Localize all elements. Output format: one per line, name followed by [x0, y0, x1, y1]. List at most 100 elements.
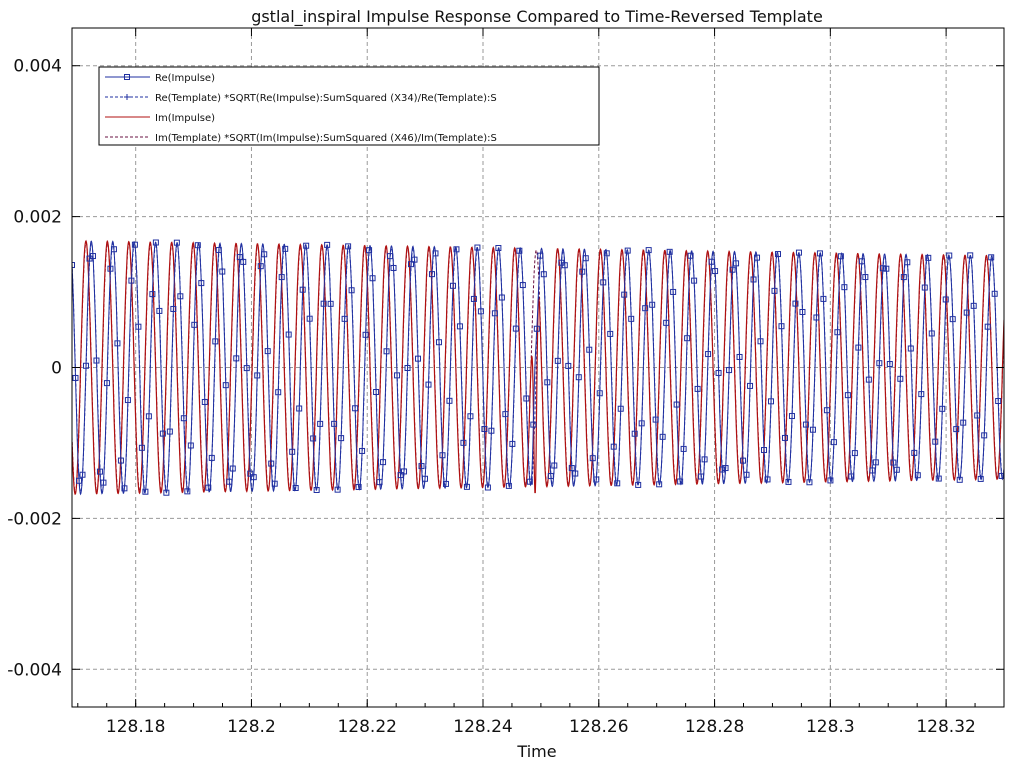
re-impulse-marker — [708, 258, 715, 265]
re-impulse-marker — [610, 443, 617, 450]
re-impulse-marker — [823, 407, 830, 414]
legend-label-3: Im(Template) *SQRT(Im(Impulse):SumSquare… — [155, 133, 497, 144]
legend-label-0: Re(Impulse) — [155, 73, 215, 84]
re-impulse-marker — [275, 389, 282, 396]
re-impulse-marker — [977, 475, 984, 482]
series-layer — [72, 239, 1004, 496]
re-impulse-marker — [631, 430, 638, 437]
re-impulse-marker — [813, 314, 820, 321]
re-impulse-marker — [338, 435, 345, 442]
re-impulse-marker — [502, 411, 509, 418]
re-impulse-marker — [215, 247, 222, 254]
re-impulse-marker — [628, 315, 635, 322]
re-impulse-marker — [970, 302, 977, 309]
re-impulse-marker — [72, 262, 75, 269]
re-impulse-marker — [743, 471, 750, 478]
re-impulse-marker — [834, 329, 841, 336]
re-impulse-marker — [411, 256, 418, 263]
series-re-impulse-line — [72, 240, 1004, 496]
re-impulse-marker — [967, 252, 974, 259]
re-impulse-marker — [72, 374, 79, 381]
re-impulse-marker — [320, 300, 327, 307]
re-impulse-marker — [222, 382, 229, 389]
re-impulse-marker — [505, 482, 512, 489]
re-impulse-marker — [904, 259, 911, 266]
chart-title: gstlal_inspiral Impulse Response Compare… — [251, 7, 823, 27]
re-impulse-marker — [946, 252, 953, 259]
re-impulse-marker — [208, 454, 215, 461]
re-impulse-marker — [663, 319, 670, 326]
re-impulse-marker — [415, 355, 422, 362]
re-impulse-marker — [837, 253, 844, 260]
x-axis-label: Time — [516, 742, 556, 761]
re-impulse-marker — [226, 478, 233, 485]
re-impulse-marker — [107, 265, 114, 272]
re-impulse-marker — [257, 263, 264, 270]
re-impulse-marker — [519, 282, 526, 289]
re-impulse-marker — [809, 426, 816, 433]
re-impulse-marker — [327, 300, 334, 307]
re-impulse-marker — [156, 307, 163, 314]
re-impulse-marker — [128, 277, 135, 284]
re-impulse-marker — [369, 275, 376, 282]
re-impulse-marker — [649, 301, 656, 308]
re-impulse-marker — [621, 291, 628, 298]
re-impulse-marker — [544, 379, 551, 386]
re-impulse-marker — [317, 420, 324, 427]
re-impulse-marker — [596, 390, 603, 397]
re-impulse-marker — [366, 247, 373, 254]
re-impulse-marker — [561, 262, 568, 269]
re-impulse-marker — [446, 397, 453, 404]
re-impulse-marker — [177, 293, 184, 300]
re-impulse-marker — [247, 470, 254, 477]
y-tick-label: 0.004 — [13, 57, 62, 77]
re-impulse-marker — [526, 478, 533, 485]
re-impulse-marker — [236, 254, 243, 261]
re-impulse-marker — [726, 367, 733, 374]
re-impulse-marker — [862, 274, 869, 281]
re-impulse-marker — [474, 244, 481, 251]
tick-layer: 128.18 128.2 128.22 128.24 128.26 128.28 128.3… — [7, 28, 1005, 737]
re-impulse-marker — [498, 294, 505, 301]
re-impulse-marker — [886, 360, 893, 367]
re-impulse-marker — [781, 434, 788, 441]
re-impulse-marker — [484, 484, 491, 491]
re-impulse-marker — [362, 331, 369, 338]
re-impulse-marker — [467, 413, 474, 420]
re-impulse-marker — [170, 305, 177, 312]
re-impulse-marker — [310, 435, 317, 442]
legend-label-2: Im(Impulse) — [155, 113, 215, 124]
re-impulse-marker — [449, 282, 456, 289]
re-impulse-marker — [635, 481, 642, 488]
re-impulse-marker — [792, 300, 799, 307]
x-tick-label: 128.18 — [106, 717, 165, 737]
re-impulse-marker — [470, 295, 477, 302]
re-impulse-marker — [306, 315, 313, 322]
re-impulse-marker — [82, 362, 89, 369]
re-impulse-marker — [851, 450, 858, 457]
re-impulse-marker — [201, 398, 208, 405]
re-impulse-marker — [530, 421, 537, 428]
re-impulse-marker — [883, 265, 890, 272]
re-impulse-marker — [995, 397, 1002, 404]
re-impulse-marker — [911, 449, 918, 456]
re-impulse-marker — [100, 479, 107, 486]
re-impulse-marker — [401, 468, 408, 475]
re-impulse-marker — [785, 478, 792, 485]
re-impulse-marker — [680, 445, 687, 452]
re-impulse-marker — [110, 246, 117, 253]
x-tick-label: 128.28 — [685, 717, 744, 737]
re-impulse-marker — [96, 468, 103, 475]
re-impulse-marker — [949, 316, 956, 323]
re-impulse-marker — [879, 265, 886, 272]
re-impulse-marker — [974, 412, 981, 419]
re-impulse-marker — [313, 486, 320, 493]
re-impulse-marker — [897, 375, 904, 382]
re-impulse-marker — [733, 260, 740, 267]
re-impulse-marker — [715, 369, 722, 376]
x-tick-label: 128.3 — [806, 717, 855, 737]
re-impulse-marker — [998, 472, 1004, 479]
re-impulse-marker — [421, 475, 428, 482]
re-impulse-marker — [806, 479, 813, 486]
re-impulse-marker — [921, 284, 928, 291]
